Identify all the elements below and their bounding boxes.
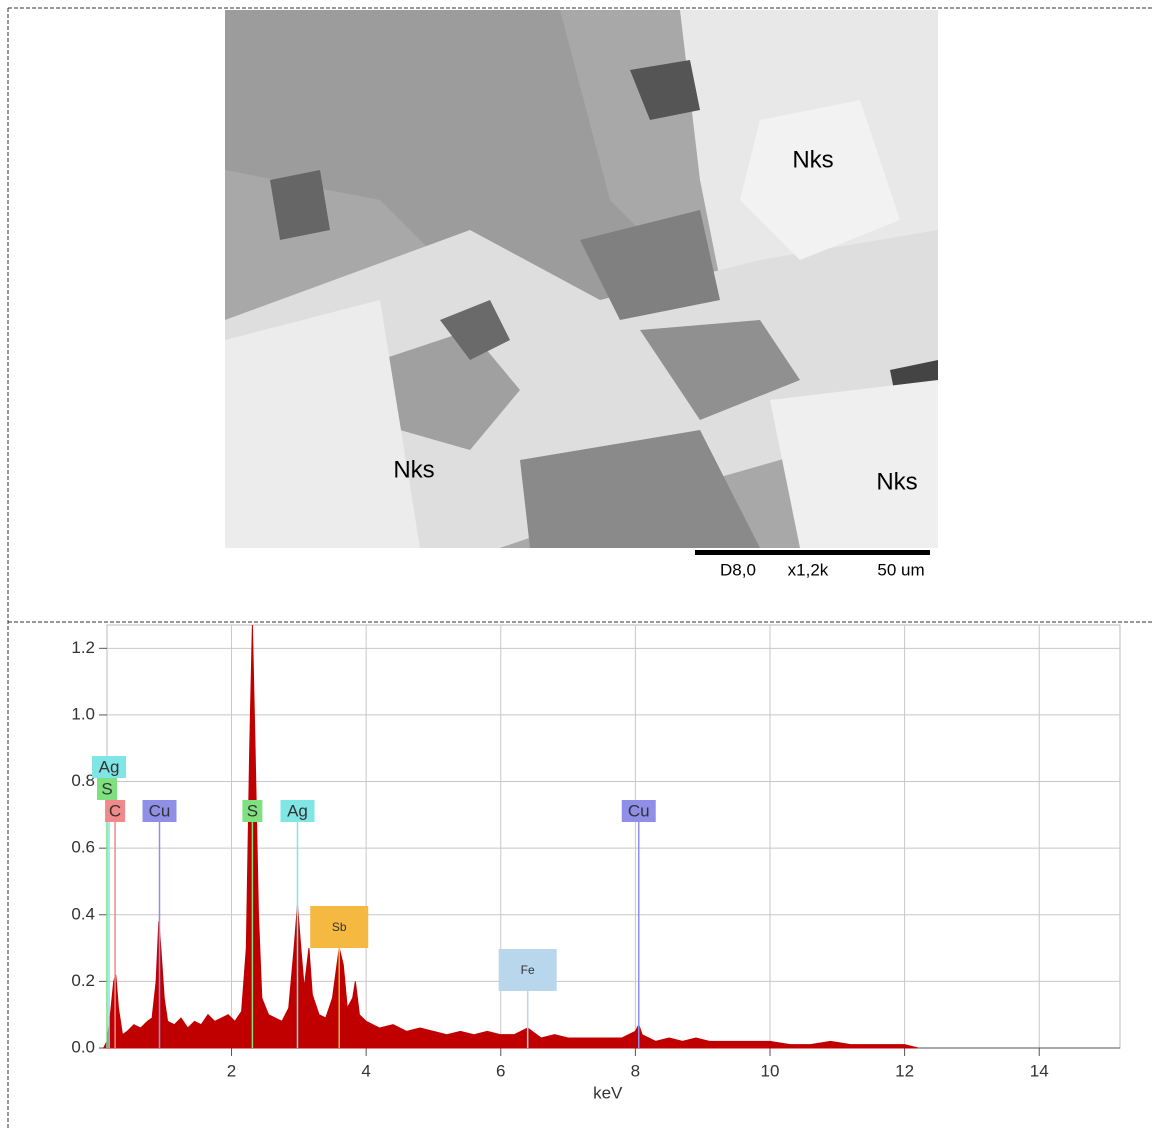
mineral-label: Nks — [876, 468, 917, 495]
mineral-label: Nks — [792, 146, 833, 173]
scale-text: 50 um — [877, 560, 924, 579]
mineral-label: Nks — [393, 456, 434, 483]
element-label: Sb — [332, 920, 347, 934]
y-tick-label: 1.2 — [71, 638, 95, 657]
x-tick-label: 14 — [1030, 1061, 1049, 1080]
scale-text: x1,2k — [788, 560, 829, 579]
y-tick-label: 0.8 — [71, 771, 95, 790]
element-label: Cu — [149, 801, 171, 820]
element-label: Fe — [521, 963, 535, 977]
sem-image — [225, 10, 938, 548]
x-tick-label: 6 — [496, 1061, 505, 1080]
x-tick-label: 12 — [895, 1061, 914, 1080]
y-tick-label: 0.2 — [71, 971, 95, 990]
y-tick-label: 1.0 — [71, 704, 95, 723]
element-label: S — [101, 779, 112, 798]
y-tick-label: 0.0 — [71, 1037, 95, 1056]
element-label-box — [310, 906, 369, 948]
x-tick-label: 8 — [631, 1061, 640, 1080]
element-label-box — [142, 800, 177, 822]
element-label: Ag — [287, 801, 308, 820]
element-label: C — [109, 801, 121, 820]
element-label-box — [498, 949, 557, 991]
y-tick-label: 0.4 — [71, 904, 95, 923]
element-label: S — [247, 801, 258, 820]
plot-area — [106, 624, 1121, 1049]
x-tick-label: 10 — [761, 1061, 780, 1080]
element-label-box — [92, 756, 127, 778]
x-axis-label: keV — [593, 1083, 623, 1102]
element-label: Cu — [628, 801, 650, 820]
y-tick-label: 0.6 — [71, 838, 95, 857]
x-tick-label: 2 — [227, 1061, 236, 1080]
element-label-box — [97, 778, 117, 800]
scale-bar — [695, 550, 930, 555]
element-label: Ag — [99, 757, 120, 776]
spectrum — [102, 624, 919, 1049]
scale-text: D8,0 — [720, 560, 756, 579]
element-label-box — [242, 800, 263, 822]
element-label-box — [280, 800, 315, 822]
panel-borders — [7, 7, 1152, 1128]
element-label-box — [621, 800, 656, 822]
element-label-box — [105, 800, 126, 822]
x-tick-label: 4 — [361, 1061, 370, 1080]
